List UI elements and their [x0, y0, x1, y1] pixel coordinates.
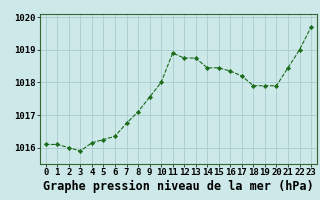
X-axis label: Graphe pression niveau de la mer (hPa): Graphe pression niveau de la mer (hPa): [43, 180, 314, 193]
